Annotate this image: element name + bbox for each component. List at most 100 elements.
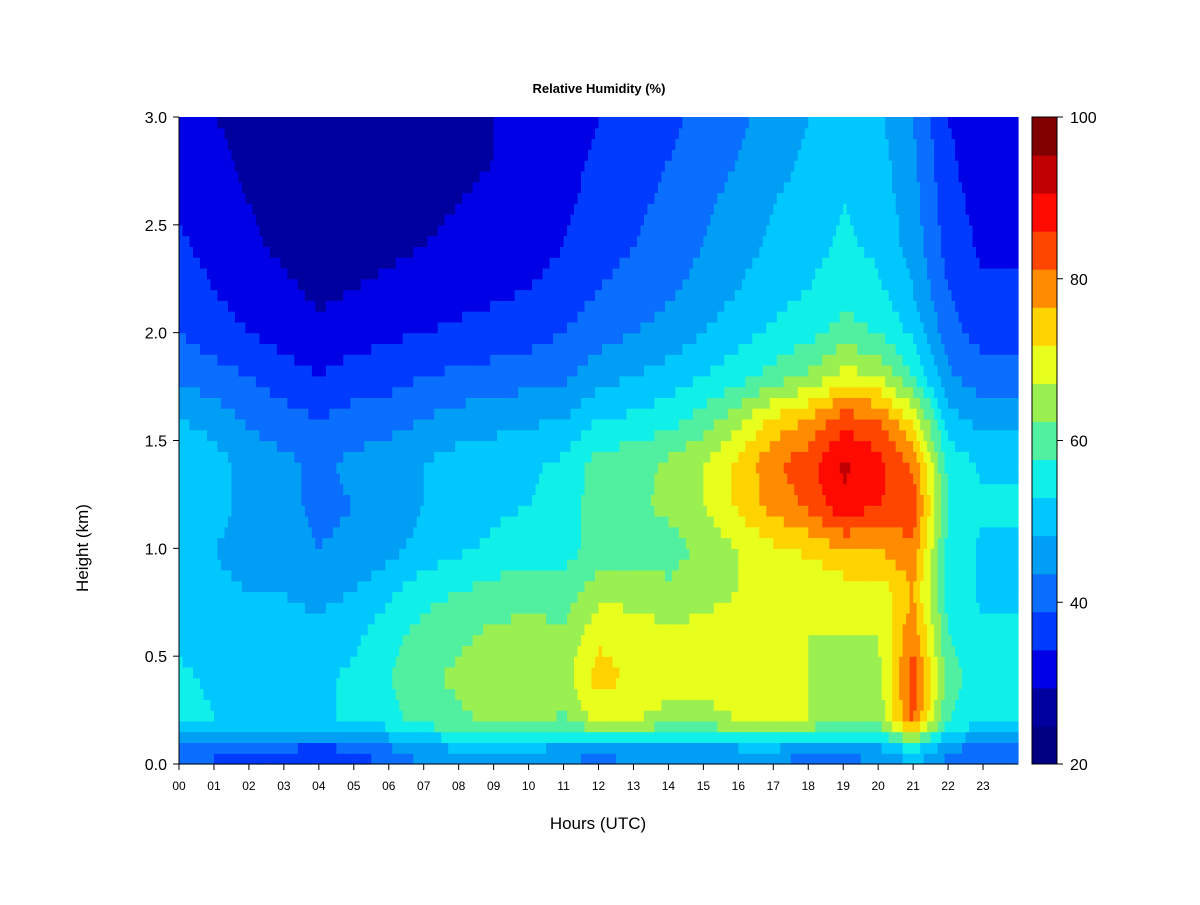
heatmap-cell xyxy=(210,225,214,236)
heatmap-cell xyxy=(459,548,463,559)
heatmap-cell xyxy=(224,311,228,322)
heatmap-cell xyxy=(203,203,207,214)
heatmap-cell xyxy=(347,624,351,635)
heatmap-cell xyxy=(183,354,187,365)
heatmap-cell xyxy=(308,117,312,128)
heatmap-cell xyxy=(287,721,291,732)
heatmap-cell xyxy=(256,376,260,387)
heatmap-cell xyxy=(399,203,403,214)
heatmap-cell xyxy=(312,419,316,430)
heatmap-cell xyxy=(214,581,218,592)
heatmap-cell xyxy=(343,333,347,344)
heatmap-cell xyxy=(242,343,246,354)
heatmap-cell xyxy=(459,397,463,408)
heatmap-cell xyxy=(221,635,225,646)
heatmap-cell xyxy=(183,397,187,408)
heatmap-cell xyxy=(462,451,466,462)
heatmap-cell xyxy=(413,225,417,236)
heatmap-cell xyxy=(183,192,187,203)
heatmap-cell xyxy=(186,645,190,656)
heatmap-cell xyxy=(294,656,298,667)
heatmap-cell xyxy=(371,732,375,743)
heatmap-cell xyxy=(350,645,354,656)
heatmap-cell xyxy=(221,160,225,171)
heatmap-cell xyxy=(399,667,403,678)
heatmap-cell xyxy=(207,678,211,689)
heatmap-cell xyxy=(280,236,284,247)
heatmap-cell xyxy=(455,268,459,279)
heatmap-cell xyxy=(462,214,466,225)
heatmap-cell xyxy=(399,290,403,301)
heatmap-cell xyxy=(301,678,305,689)
heatmap-cell xyxy=(427,333,431,344)
heatmap-cell xyxy=(441,397,445,408)
heatmap-cell xyxy=(273,160,277,171)
heatmap-cell xyxy=(221,591,225,602)
heatmap-cell xyxy=(368,602,372,613)
heatmap-cell xyxy=(371,246,375,257)
heatmap-cell xyxy=(179,473,183,484)
heatmap-cell xyxy=(228,300,232,311)
heatmap-cell xyxy=(462,117,466,128)
heatmap-cell xyxy=(329,139,333,150)
heatmap-cell xyxy=(403,742,407,753)
heatmap-cell xyxy=(217,602,221,613)
heatmap-cell xyxy=(203,225,207,236)
heatmap-cell xyxy=(448,678,452,689)
heatmap-cell xyxy=(385,376,389,387)
heatmap-cell xyxy=(280,300,284,311)
heatmap-cell xyxy=(389,494,393,505)
heatmap-cell xyxy=(375,484,379,495)
heatmap-cell xyxy=(438,311,442,322)
heatmap-cell xyxy=(336,387,340,398)
heatmap-cell xyxy=(294,311,298,322)
heatmap-cell xyxy=(214,225,218,236)
heatmap-cell xyxy=(196,365,200,376)
heatmap-cell xyxy=(413,667,417,678)
heatmap-cell xyxy=(256,613,260,624)
heatmap-cell xyxy=(364,494,368,505)
heatmap-cell xyxy=(301,279,305,290)
heatmap-cell xyxy=(455,408,459,419)
heatmap-cell xyxy=(441,710,445,721)
heatmap-cell xyxy=(315,171,319,182)
heatmap-cell xyxy=(252,268,256,279)
heatmap-cell xyxy=(235,149,239,160)
heatmap-cell xyxy=(228,225,232,236)
heatmap-cell xyxy=(354,732,358,743)
heatmap-cell xyxy=(336,128,340,139)
heatmap-cell xyxy=(252,408,256,419)
heatmap-cell xyxy=(459,678,463,689)
heatmap-cell xyxy=(291,624,295,635)
heatmap-cell xyxy=(183,635,187,646)
heatmap-cell xyxy=(249,678,253,689)
heatmap-cell xyxy=(410,246,414,257)
heatmap-cell xyxy=(424,548,428,559)
heatmap-cell xyxy=(343,656,347,667)
heatmap-cell xyxy=(298,408,302,419)
heatmap-cell xyxy=(441,300,445,311)
heatmap-cell xyxy=(291,689,295,700)
heatmap-cell xyxy=(242,602,246,613)
heatmap-cell xyxy=(305,171,309,182)
heatmap-cell xyxy=(343,494,347,505)
heatmap-cell xyxy=(354,343,358,354)
heatmap-cell xyxy=(466,710,470,721)
heatmap-cell xyxy=(326,689,330,700)
heatmap-cell xyxy=(399,581,403,592)
heatmap-cell xyxy=(441,494,445,505)
heatmap-cell xyxy=(343,516,347,527)
heatmap-cell xyxy=(200,732,204,743)
heatmap-cell xyxy=(459,538,463,549)
heatmap-cell xyxy=(287,710,291,721)
heatmap-cell xyxy=(424,732,428,743)
heatmap-cell xyxy=(224,570,228,581)
heatmap-cell xyxy=(326,171,330,182)
heatmap-cell xyxy=(179,160,183,171)
heatmap-cell xyxy=(434,387,438,398)
heatmap-cell xyxy=(249,570,253,581)
heatmap-cell xyxy=(221,484,225,495)
heatmap-cell xyxy=(270,279,274,290)
heatmap-cell xyxy=(189,300,193,311)
heatmap-cell xyxy=(448,645,452,656)
